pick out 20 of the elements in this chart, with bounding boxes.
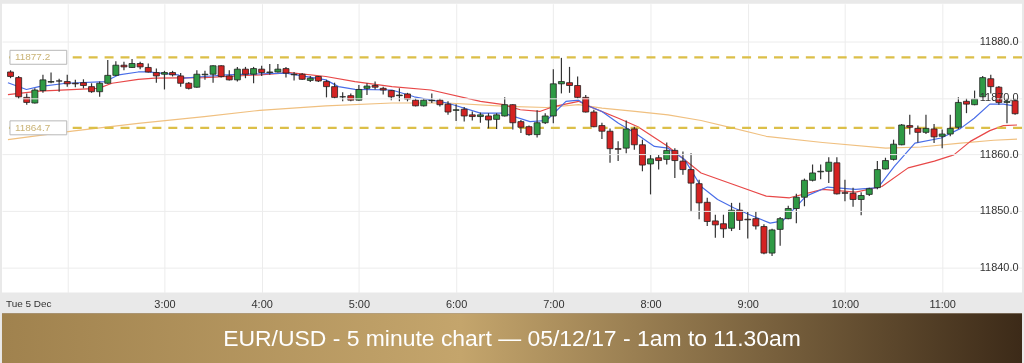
candlestick [15,75,23,100]
x-tick-label: 7:00 [543,298,565,311]
x-tick-label: 3:00 [154,298,176,311]
y-tick-label: 11880.0 [979,34,1019,47]
text: EUR/USD - 5 minute chart — 05/12/17 - 1am to 11.30am [223,325,801,352]
x-tick-label: 4:00 [251,298,273,311]
x-tick-label: 8:00 [640,298,662,311]
x-tick-label: 11:00 [929,298,956,311]
text: Tue 5 Dec [5,297,52,309]
line-series [7,102,1018,149]
x-tick-label: 10:00 [831,298,860,311]
y-tick-label: 11860.0 [979,147,1019,160]
ref-line-label: 11864.7 [14,121,51,133]
y-tick-label: 11840.0 [979,260,1019,273]
x-tick-label: 9:00 [737,298,759,311]
x-tick-label: 5:00 [348,298,371,311]
x-tick-label: 6:00 [445,298,468,311]
y-tick-label: 11870.0 [979,91,1019,104]
y-tick-label: 11850.0 [979,204,1019,217]
ref-line-label: 11877.2 [14,51,51,63]
